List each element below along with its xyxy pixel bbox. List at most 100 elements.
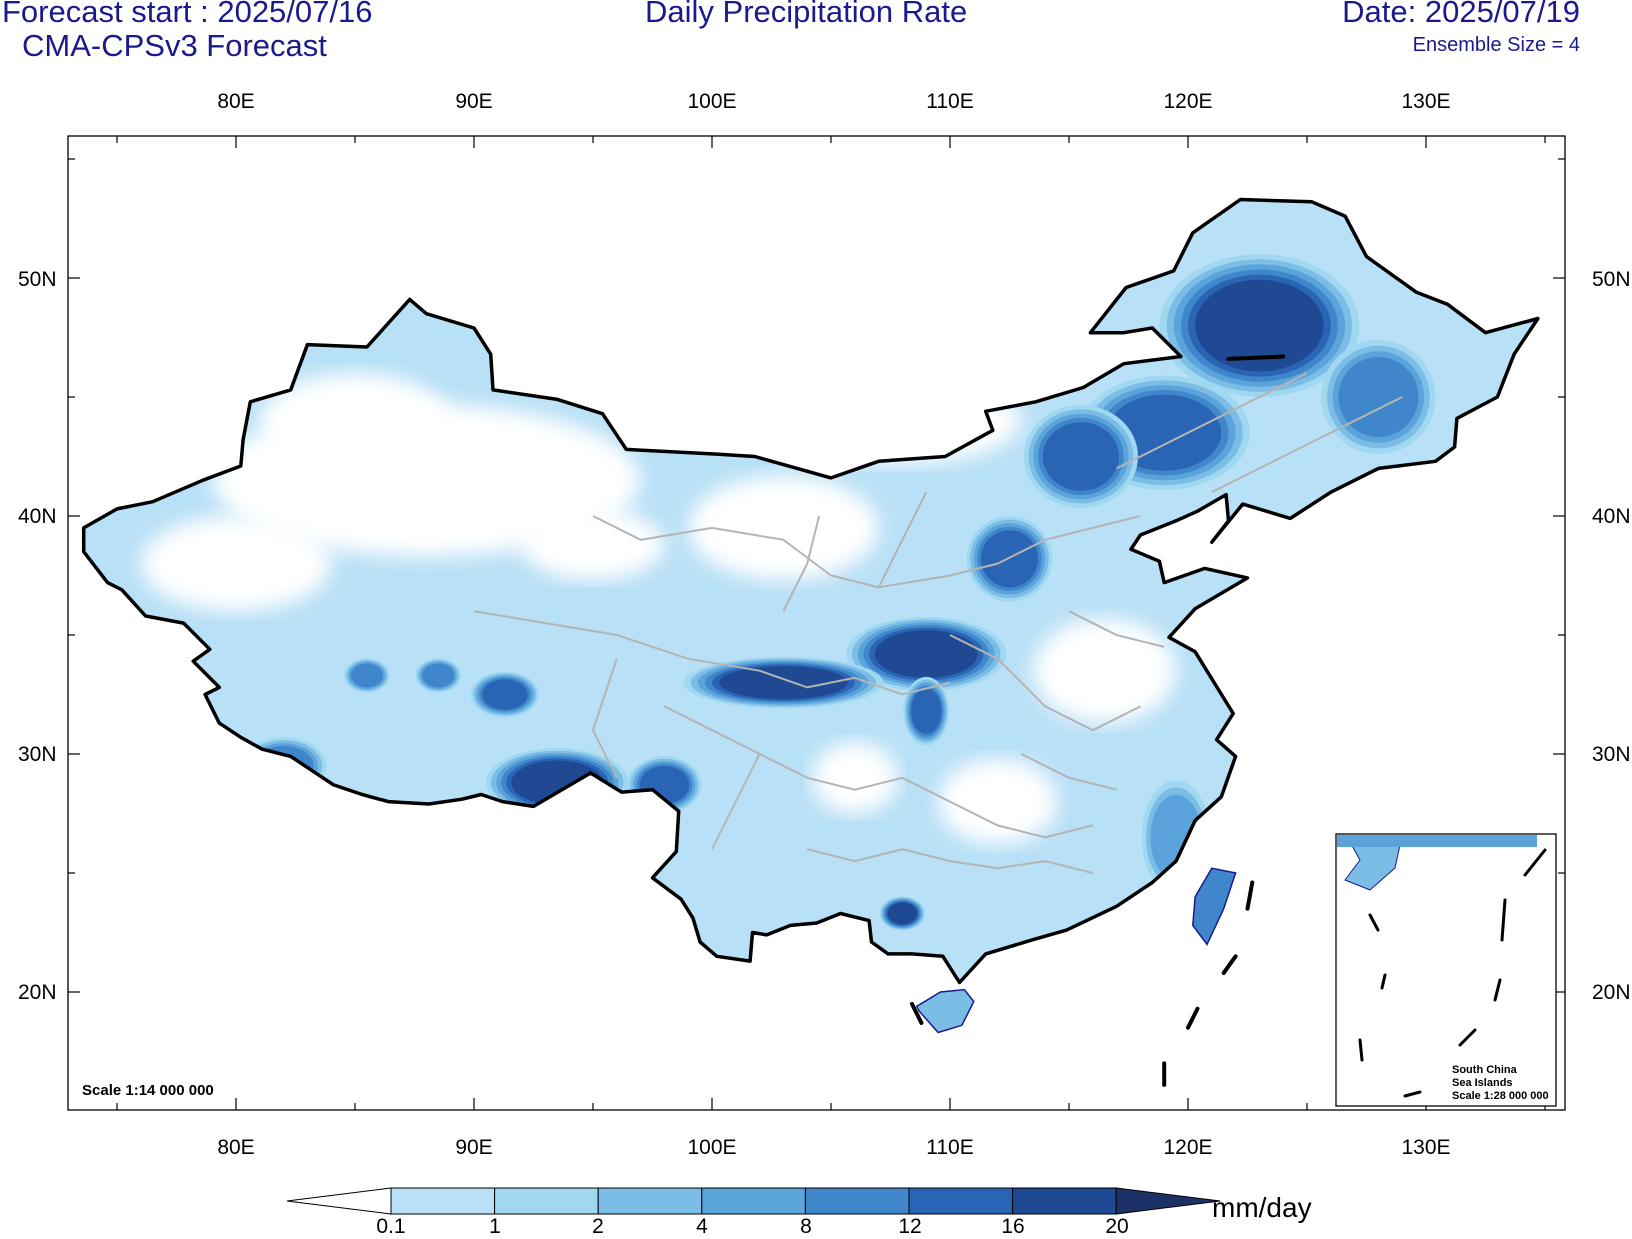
inset-dash <box>1358 1038 1364 1062</box>
province-boundary <box>949 634 1141 732</box>
forecast-start: Forecast start : 2025/07/16 <box>2 0 373 29</box>
lat-label-right: 40N <box>1592 505 1631 528</box>
colorbar-max-arrow <box>1115 1187 1221 1215</box>
precip-contour <box>422 663 455 688</box>
lon-label-top: 90E <box>455 90 493 113</box>
province-boundary <box>997 515 1141 565</box>
precip-contour <box>482 679 528 710</box>
precip-contour <box>719 666 848 700</box>
precip-contour <box>874 630 978 678</box>
province-boundary <box>711 753 761 850</box>
colorbar-label: 0.1 <box>376 1215 406 1238</box>
colorbar-swatch <box>494 1187 599 1215</box>
province-boundary <box>1116 372 1308 470</box>
lon-label-bottom: 110E <box>926 1136 974 1159</box>
dash-segment <box>1226 354 1286 361</box>
model-name: CMA-CPSv3 Forecast <box>22 28 327 63</box>
lon-label-top: 130E <box>1401 90 1451 113</box>
dash-segment <box>1221 954 1238 975</box>
dry-area <box>783 377 1022 464</box>
precip-contour <box>980 530 1039 588</box>
lon-label-bottom: 90E <box>455 1136 493 1159</box>
lat-label-left: 50N <box>18 268 57 291</box>
lat-label-right: 50N <box>1592 268 1631 291</box>
province-boundary <box>1211 396 1403 494</box>
dash-segment <box>1186 1006 1200 1030</box>
province-boundary <box>591 658 618 779</box>
inset-dash <box>1500 898 1507 942</box>
precip-contour <box>350 663 383 688</box>
ensemble-size: Ensemble Size = 4 <box>1412 34 1580 56</box>
precip-contour <box>1042 422 1119 491</box>
dry-area <box>1033 618 1177 724</box>
lat-label-right: 20N <box>1592 981 1631 1004</box>
map-frame <box>67 135 1566 1111</box>
dash-segment <box>909 1001 924 1025</box>
dry-area <box>938 758 1058 845</box>
colorbar-units: mm/day <box>1212 1192 1312 1223</box>
inset-dash <box>1368 913 1380 932</box>
province-boundary <box>877 491 928 588</box>
inset-coast <box>1337 835 1537 847</box>
inset-label-line2: Sea Islands <box>1452 1077 1513 1089</box>
dry-area <box>688 475 879 581</box>
colorbar-swatch <box>390 1187 496 1215</box>
precip-contour <box>887 902 918 925</box>
province-boundary <box>592 515 998 589</box>
precip-contour <box>1338 357 1419 437</box>
dry-area <box>811 742 898 814</box>
colorbar-swatch <box>597 1187 703 1215</box>
lon-label-bottom: 100E <box>687 1136 737 1159</box>
lon-label-top: 80E <box>217 90 255 113</box>
province-boundary <box>473 610 951 696</box>
colorbar-swatch <box>1012 1187 1117 1215</box>
colorbar-swatch <box>701 1187 806 1215</box>
hainan-island <box>915 988 975 1034</box>
colorbar-label: 8 <box>800 1215 812 1238</box>
precip-contour <box>1195 279 1324 372</box>
province-boundary <box>901 776 1094 839</box>
inset-dash <box>1458 1028 1477 1047</box>
inset-dash <box>1523 848 1547 877</box>
province-boundary <box>1068 610 1165 648</box>
province-boundaries <box>473 372 1403 874</box>
province-boundary <box>806 848 1094 874</box>
islands <box>915 867 1237 1034</box>
precip-contour <box>511 760 604 805</box>
lon-label-bottom: 130E <box>1401 1136 1451 1159</box>
lat-label-left: 20N <box>18 981 57 1004</box>
colorbar-label: 4 <box>696 1215 708 1238</box>
valid-date: Date: 2025/07/19 <box>1342 0 1580 29</box>
colorbar-label: 16 <box>1001 1215 1025 1238</box>
province-boundary <box>1020 753 1117 791</box>
province-boundary <box>782 515 821 612</box>
precip-contour <box>1150 794 1202 881</box>
lat-label-left: 40N <box>18 505 57 528</box>
precip-contour <box>911 688 942 734</box>
south-china-sea-inset <box>1335 833 1557 1107</box>
nine-dash-line <box>909 354 1286 1087</box>
colorbar-label: 20 <box>1105 1215 1129 1238</box>
lon-label-top: 100E <box>687 90 737 113</box>
map-title: Daily Precipitation Rate <box>645 0 968 29</box>
dry-area <box>259 373 451 469</box>
lon-label-top: 120E <box>1163 90 1213 113</box>
taiwan-island <box>1192 867 1237 946</box>
dash-segment <box>1245 880 1255 911</box>
inset-label-line1: South China <box>1452 1064 1517 1076</box>
dry-area <box>521 508 665 581</box>
lon-label-bottom: 80E <box>217 1136 255 1159</box>
axis-ticks <box>68 136 1565 1110</box>
inset-dash <box>1403 1090 1422 1098</box>
lat-label-right: 30N <box>1592 743 1631 766</box>
inset-label-line3: Scale 1:28 000 000 <box>1452 1090 1549 1102</box>
colorbar <box>286 1187 1221 1215</box>
colorbar-label: 12 <box>898 1215 922 1238</box>
dry-area <box>140 516 332 612</box>
colorbar-label: 2 <box>592 1215 604 1238</box>
colorbar-swatch <box>908 1187 1014 1215</box>
lon-label-top: 110E <box>926 90 974 113</box>
lat-label-left: 30N <box>18 743 57 766</box>
province-boundary <box>663 705 903 791</box>
inset-dash <box>1380 973 1387 990</box>
